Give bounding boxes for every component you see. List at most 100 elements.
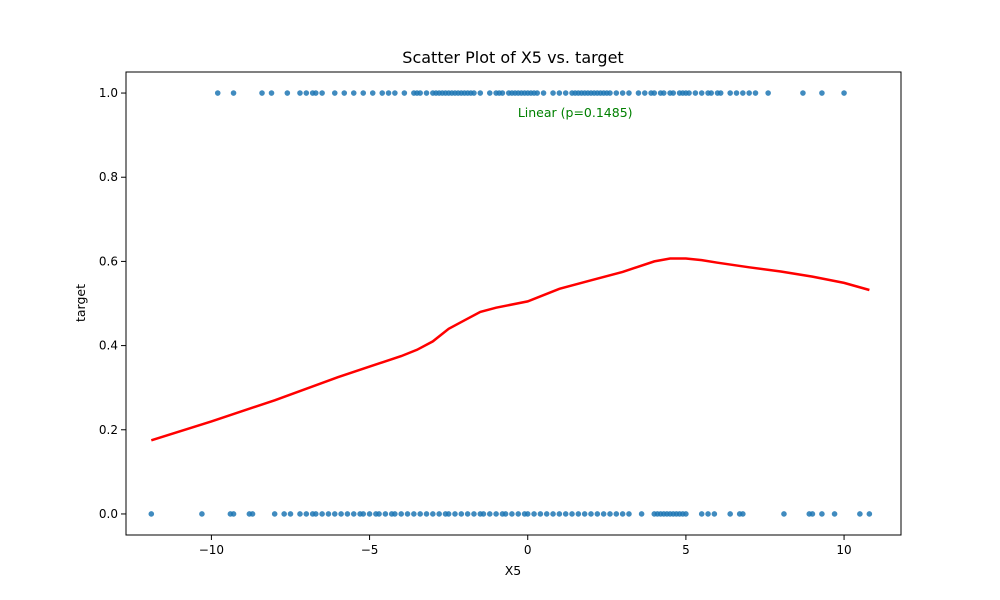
- data-point: [651, 90, 658, 96]
- data-point: [502, 511, 509, 517]
- data-point: [331, 511, 338, 517]
- data-point: [360, 511, 367, 517]
- y-tick-label: 0.4: [99, 339, 118, 353]
- data-point: [515, 511, 522, 517]
- data-point: [471, 511, 477, 517]
- data-point: [436, 511, 442, 517]
- data-point: [717, 90, 724, 96]
- data-point: [733, 90, 740, 96]
- data-point: [705, 511, 711, 517]
- data-point: [857, 511, 863, 517]
- data-point: [214, 90, 221, 96]
- data-point: [711, 511, 718, 517]
- data-point: [819, 511, 825, 517]
- x-tick-label: 0: [524, 543, 532, 557]
- data-point: [148, 511, 155, 517]
- data-point: [331, 90, 338, 96]
- data-point: [360, 90, 367, 96]
- data-point: [325, 511, 332, 517]
- data-point: [686, 90, 692, 96]
- data-point: [398, 511, 405, 517]
- data-point: [493, 511, 499, 517]
- data-point: [271, 511, 278, 517]
- data-point: [765, 90, 771, 96]
- data-point: [199, 511, 205, 517]
- x-tick-label: 10: [836, 543, 851, 557]
- data-point: [509, 511, 515, 517]
- data-point: [297, 511, 303, 517]
- data-point: [471, 90, 477, 96]
- data-point: [540, 90, 547, 96]
- data-point: [312, 90, 319, 96]
- data-point: [319, 511, 325, 517]
- data-point: [486, 90, 493, 96]
- data-point: [641, 90, 648, 96]
- data-point: [556, 511, 563, 517]
- x-axis-label: X5: [505, 563, 522, 578]
- y-axis: 0.0 0.2 0.4 0.6 0.8 1.0: [99, 86, 126, 521]
- data-point: [411, 511, 417, 517]
- data-point: [480, 511, 487, 517]
- data-point: [249, 511, 256, 517]
- data-point: [417, 90, 423, 96]
- data-point: [430, 511, 436, 517]
- data-point: [369, 90, 376, 96]
- x-axis: −10 −5 0 5 10: [199, 535, 852, 557]
- data-point: [477, 90, 484, 96]
- data-point: [404, 511, 411, 517]
- data-point: [698, 90, 705, 96]
- data-point: [613, 511, 620, 517]
- data-point: [683, 511, 689, 517]
- data-point: [486, 511, 493, 517]
- y-tick-label: 1.0: [99, 86, 118, 100]
- data-point: [626, 511, 632, 517]
- data-point: [569, 511, 575, 517]
- data-point: [382, 511, 389, 517]
- data-point: [550, 90, 556, 96]
- y-tick-label: 0.0: [99, 507, 118, 521]
- data-point: [740, 90, 746, 96]
- data-point: [341, 90, 348, 96]
- data-point: [281, 511, 287, 517]
- data-point: [543, 511, 550, 517]
- data-point: [556, 90, 563, 96]
- data-point: [660, 90, 667, 96]
- data-point: [698, 511, 705, 517]
- data-point: [727, 90, 733, 96]
- data-point: [230, 90, 237, 96]
- data-point: [600, 511, 607, 517]
- data-point: [284, 90, 291, 96]
- data-point: [781, 511, 787, 517]
- x-tick-label: 5: [682, 543, 690, 557]
- data-point: [727, 511, 733, 517]
- data-point: [575, 511, 582, 517]
- data-point: [866, 511, 873, 517]
- data-point: [708, 90, 715, 96]
- data-point: [746, 90, 752, 96]
- data-point: [537, 511, 544, 517]
- y-axis-label: target: [73, 284, 88, 322]
- data-point: [626, 90, 632, 96]
- data-point: [613, 90, 620, 96]
- data-point: [379, 90, 386, 96]
- data-point: [344, 511, 351, 517]
- x-tick-label: −5: [361, 543, 379, 557]
- data-point: [800, 90, 806, 96]
- data-point: [392, 511, 398, 517]
- data-point: [562, 511, 569, 517]
- data-point: [458, 511, 465, 517]
- data-point: [417, 511, 423, 517]
- chart-title: Scatter Plot of X5 vs. target: [402, 48, 623, 67]
- data-point: [619, 511, 626, 517]
- data-point: [338, 511, 344, 517]
- data-point: [534, 90, 541, 96]
- data-point: [594, 511, 601, 517]
- data-point: [619, 90, 626, 96]
- data-point: [366, 511, 373, 517]
- data-point: [452, 511, 458, 517]
- data-point: [581, 511, 588, 517]
- trend-line: [150, 257, 870, 442]
- data-point: [809, 511, 816, 517]
- data-point: [376, 511, 382, 517]
